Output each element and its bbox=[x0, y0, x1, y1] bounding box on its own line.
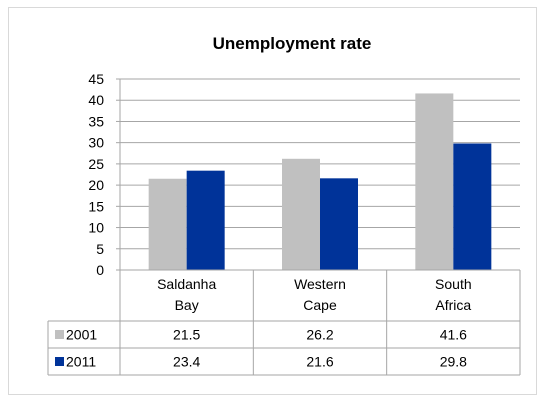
legend-key-2001 bbox=[55, 330, 64, 339]
y-tick-label: 40 bbox=[88, 92, 104, 108]
y-tick-label: 35 bbox=[88, 113, 104, 129]
bar-2011-2 bbox=[453, 143, 492, 270]
data-label: 41.6 bbox=[440, 327, 467, 343]
category-label: Saldanha bbox=[157, 276, 216, 292]
legend-label-2011: 2011 bbox=[66, 354, 96, 370]
y-tick-label: 30 bbox=[88, 135, 104, 151]
category-label: Cape bbox=[303, 297, 337, 313]
category-label: Africa bbox=[435, 297, 471, 313]
data-table: Saldanha Bay Western Cape South Africa 2001 21.… bbox=[47, 269, 521, 376]
data-label: 23.4 bbox=[173, 354, 200, 370]
category-label: South bbox=[435, 276, 472, 292]
data-label: 26.2 bbox=[306, 327, 333, 343]
bar-2001-2 bbox=[415, 93, 454, 270]
bars bbox=[148, 93, 492, 270]
y-tick-label: 15 bbox=[88, 198, 104, 214]
y-tick-label: 45 bbox=[88, 71, 104, 87]
category-label: Bay bbox=[175, 297, 199, 313]
chart-title: Unemployment rate bbox=[213, 34, 372, 53]
bar-2011-0 bbox=[186, 170, 225, 270]
bar-2001-1 bbox=[282, 158, 320, 270]
data-label: 21.6 bbox=[306, 354, 333, 370]
y-tick-label: 20 bbox=[88, 177, 104, 193]
data-label: 29.8 bbox=[440, 354, 467, 370]
y-axis-ticks: 0 5 10 15 20 25 30 35 40 45 bbox=[88, 71, 104, 278]
y-tick-label: 5 bbox=[96, 241, 104, 257]
legend-label-2001: 2001 bbox=[66, 327, 97, 343]
y-tick-label: 10 bbox=[88, 220, 104, 236]
bar-2001-0 bbox=[148, 178, 187, 270]
bar-2011-1 bbox=[320, 178, 358, 270]
y-tick-label: 0 bbox=[96, 262, 104, 278]
y-tick-label: 25 bbox=[88, 156, 104, 172]
category-label: Western bbox=[294, 276, 346, 292]
data-label: 21.5 bbox=[173, 327, 200, 343]
legend-key-2011 bbox=[55, 357, 64, 366]
